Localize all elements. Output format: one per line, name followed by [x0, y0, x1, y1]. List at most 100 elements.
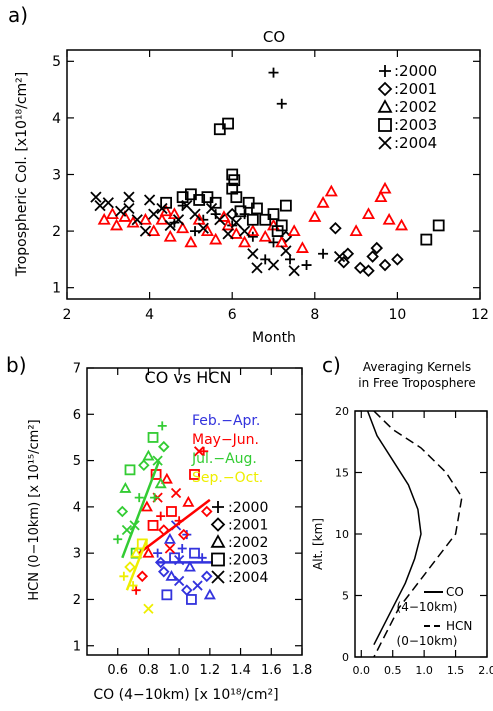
- legend-label: :2004: [394, 134, 437, 152]
- data-point-Jul.−Aug.: [154, 477, 167, 489]
- data-point-2003: [271, 225, 284, 237]
- year-legend-label: :2001: [228, 518, 268, 534]
- data-point-Feb.−Apr.: [201, 570, 213, 583]
- panel-a-data-points: [90, 67, 445, 277]
- year-legend-label: :2002: [228, 535, 268, 551]
- data-point-2004: [205, 202, 218, 215]
- data-point-2004: [90, 191, 102, 203]
- data-point-Feb.−Apr.: [183, 560, 196, 572]
- data-point-Jul.−Aug.: [152, 455, 163, 466]
- panel-b-y-axis-label: HCN (0−10km) [x 10¹⁵/cm²]: [27, 419, 42, 600]
- y-tick-label: 6: [73, 408, 81, 423]
- panel-b: b) CO vs HCN 0.6 0.8 1.0 1.2 1.4 1.6 1.8 1 2 3 4 5…: [6, 353, 312, 703]
- data-point-2004: [251, 262, 263, 274]
- year-legend-label: :2000: [228, 500, 268, 516]
- data-point-May−Jun.: [170, 487, 182, 499]
- data-point-2004: [115, 205, 127, 217]
- data-point-2000: [276, 98, 287, 109]
- data-point-Jul.−Aug.: [147, 432, 159, 443]
- x-tick-label: 8: [310, 307, 319, 323]
- x-tick-label: 12: [471, 307, 489, 323]
- data-point-Sep.−Oct.: [130, 546, 143, 558]
- x-tick-label: 1.4: [230, 663, 251, 678]
- panel-b-x-tick-labels: 0.6 0.8 1.0 1.2 1.4 1.6 1.8: [107, 663, 312, 678]
- data-point-2004: [94, 199, 106, 212]
- data-point-2004: [189, 208, 201, 220]
- year-legend-marker: [211, 552, 225, 567]
- data-point-2002: [378, 181, 392, 194]
- data-point-2000: [268, 67, 279, 78]
- data-point-2003: [432, 219, 445, 232]
- data-point-2002: [105, 207, 119, 220]
- year-legend-marker: [210, 534, 226, 548]
- data-point-Feb.−Apr.: [163, 532, 176, 544]
- legend-marker: [378, 118, 392, 132]
- data-point-2001: [353, 261, 367, 275]
- x-tick-label: 0.6: [107, 663, 128, 678]
- data-point-2002: [395, 218, 409, 231]
- data-point-2003: [251, 202, 263, 215]
- y-tick-label: 5: [52, 54, 61, 70]
- data-point-2003: [246, 213, 259, 226]
- data-point-2002: [258, 229, 272, 242]
- fit-line-May−Jun.: [138, 498, 211, 555]
- data-point-2002: [229, 227, 243, 239]
- data-point-2003: [267, 208, 280, 221]
- data-point-May−Jun.: [140, 500, 153, 512]
- data-point-Jul.−Aug.: [157, 421, 167, 431]
- data-point-2004: [181, 199, 193, 212]
- data-point-May−Jun.: [201, 505, 213, 518]
- data-point-2002: [209, 232, 223, 245]
- panel-b-x-axis-label: CO (4−10km) [x 10¹⁸/cm²]: [93, 687, 278, 703]
- data-point-2000: [210, 209, 221, 220]
- data-point-Feb.−Apr.: [177, 544, 187, 554]
- panel-c-title-line2: in Free Troposphere: [358, 376, 475, 390]
- panel-b-frame: [86, 367, 303, 656]
- data-point-2004: [267, 259, 280, 271]
- data-point-2004: [164, 219, 176, 232]
- data-point-2002: [287, 224, 301, 236]
- panel-a-y-axis-label: Tropospheric Col. [x10¹⁸/cm²]: [14, 72, 30, 277]
- kernel-line-CO: [366, 410, 422, 646]
- data-point-May−Jun.: [199, 446, 209, 456]
- data-point-2002: [176, 221, 190, 234]
- data-point-Jul.−Aug.: [134, 493, 144, 503]
- panel-b-fit-lines: [121, 460, 213, 591]
- panel-c-label: c): [322, 353, 341, 377]
- data-point-Feb.−Apr.: [186, 594, 197, 605]
- data-point-2002: [361, 207, 376, 220]
- data-point-2002: [238, 235, 252, 248]
- fit-line-Jul.−Aug.: [121, 460, 161, 559]
- data-point-Feb.−Apr.: [154, 556, 167, 569]
- data-point-2001: [329, 221, 342, 235]
- legend-marker: [379, 65, 391, 77]
- data-point-Jul.−Aug.: [113, 534, 123, 544]
- panel-c-x-tick-labels: 0.0 0.5 1.0 1.5 2.0: [353, 664, 493, 677]
- data-point-2001: [370, 241, 384, 255]
- data-point-2002: [349, 224, 363, 236]
- data-point-Feb.−Apr.: [197, 553, 207, 563]
- panel-c-y-axis-label: Alt. [km]: [311, 518, 325, 570]
- y-tick-label: 3: [73, 547, 81, 562]
- panel-c-title-line1: Averaging Kernels: [363, 360, 471, 374]
- data-point-2002: [316, 195, 330, 208]
- legend-label: :2001: [394, 80, 437, 98]
- year-legend-label: :2004: [228, 570, 268, 586]
- data-point-Feb.−Apr.: [181, 584, 193, 596]
- data-point-Jul.−Aug.: [142, 449, 155, 461]
- panel-c-y-tick-labels: 0 5 10 15 20: [335, 405, 349, 664]
- y-tick-label: 1: [73, 639, 81, 654]
- data-point-Jul.−Aug.: [138, 459, 150, 471]
- y-tick-label: 5: [342, 589, 349, 602]
- data-point-May−Jun.: [136, 570, 149, 583]
- data-point-Jul.−Aug.: [116, 505, 129, 518]
- y-tick-label: 20: [335, 405, 349, 418]
- data-point-Jul.−Aug.: [121, 524, 133, 536]
- data-point-Feb.−Apr.: [192, 580, 203, 591]
- data-point-2004: [139, 225, 152, 237]
- y-tick-label: 3: [52, 167, 61, 183]
- legend-marker: [377, 81, 393, 97]
- panel-b-season-legend: Feb.−Apr. May−Jun. Jul.−Aug. Sep.−Oct.: [191, 413, 263, 486]
- data-point-2002: [221, 218, 235, 231]
- data-point-2004: [156, 202, 168, 215]
